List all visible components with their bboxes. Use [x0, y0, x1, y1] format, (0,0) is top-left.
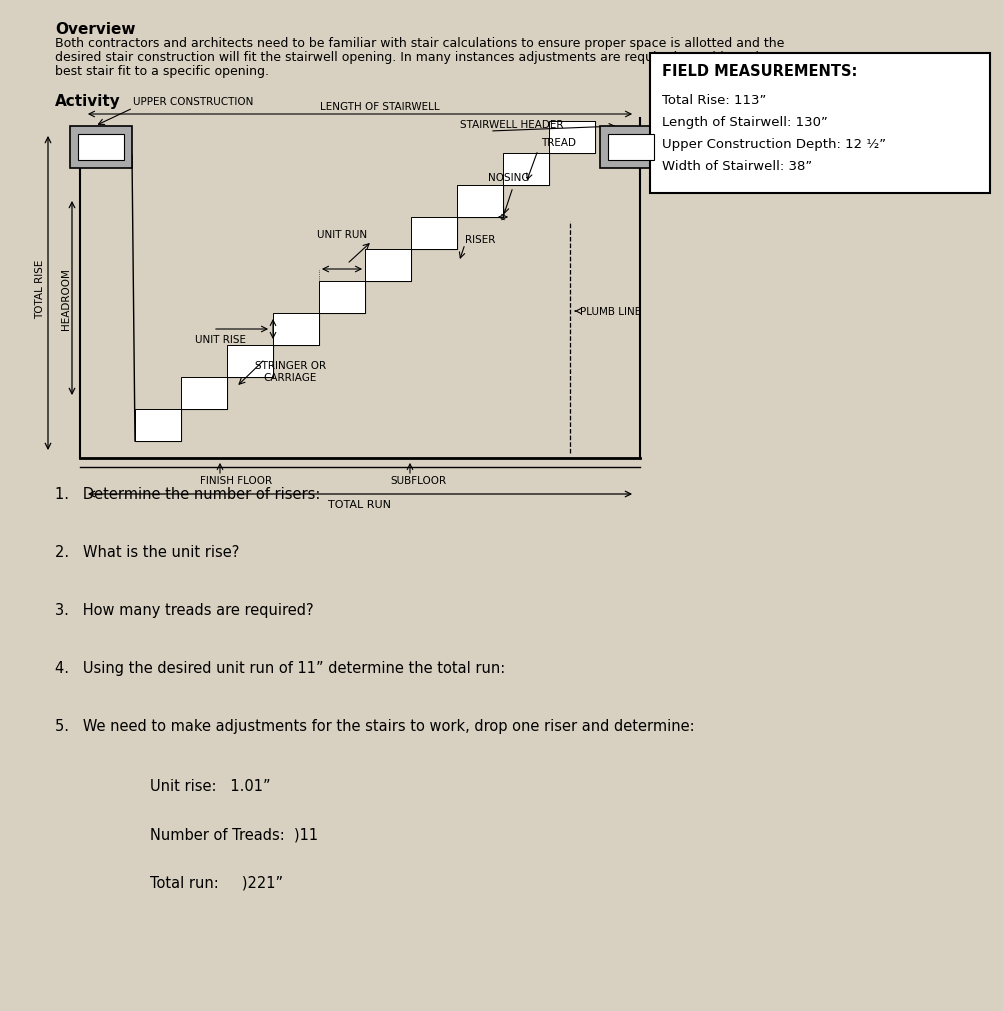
Text: Number of Treads:  )11: Number of Treads: )11	[149, 826, 318, 841]
Text: UNIT RUN: UNIT RUN	[317, 229, 367, 240]
Text: UPPER CONSTRUCTION: UPPER CONSTRUCTION	[132, 97, 253, 107]
FancyBboxPatch shape	[78, 134, 124, 161]
Text: RISER: RISER	[464, 235, 494, 245]
Text: Total run:     )221”: Total run: )221”	[149, 875, 283, 889]
Text: Width of Stairwell: 38”: Width of Stairwell: 38”	[661, 160, 811, 173]
Polygon shape	[503, 154, 549, 186]
Polygon shape	[365, 250, 410, 282]
Text: Both contractors and architects need to be familiar with stair calculations to e: Both contractors and architects need to …	[55, 37, 783, 50]
Text: Upper Construction Depth: 12 ½”: Upper Construction Depth: 12 ½”	[661, 137, 886, 151]
Text: FINISH FLOOR: FINISH FLOOR	[200, 475, 272, 485]
Text: Activity: Activity	[55, 94, 120, 109]
Text: 5.   We need to make adjustments for the stairs to work, drop one riser and dete: 5. We need to make adjustments for the s…	[55, 718, 694, 733]
Text: best stair fit to a specific opening.: best stair fit to a specific opening.	[55, 65, 269, 78]
Text: PLUMB LINE: PLUMB LINE	[580, 306, 641, 316]
FancyBboxPatch shape	[608, 134, 653, 161]
Text: TOTAL RISE: TOTAL RISE	[35, 259, 45, 318]
Text: 4.   Using the desired unit run of 11” determine the total run:: 4. Using the desired unit run of 11” det…	[55, 660, 505, 675]
Text: Total Rise: 113”: Total Rise: 113”	[661, 94, 765, 107]
Text: LENGTH OF STAIRWELL: LENGTH OF STAIRWELL	[320, 102, 439, 112]
FancyBboxPatch shape	[649, 54, 989, 194]
FancyBboxPatch shape	[70, 126, 131, 169]
Text: desired stair construction will fit the stairwell opening. In many instances adj: desired stair construction will fit the …	[55, 51, 770, 64]
Text: TREAD: TREAD	[541, 137, 576, 148]
Polygon shape	[273, 313, 319, 346]
Text: TOTAL RUN: TOTAL RUN	[328, 499, 391, 510]
Text: HEADROOM: HEADROOM	[61, 268, 71, 330]
Polygon shape	[410, 217, 456, 250]
Polygon shape	[456, 186, 503, 217]
Text: 3.   How many treads are required?: 3. How many treads are required?	[55, 603, 313, 618]
Polygon shape	[134, 122, 595, 442]
Text: UNIT RISE: UNIT RISE	[195, 335, 246, 345]
Text: FIELD MEASUREMENTS:: FIELD MEASUREMENTS:	[661, 64, 857, 79]
Polygon shape	[319, 282, 365, 313]
FancyBboxPatch shape	[600, 126, 661, 169]
Text: SUBFLOOR: SUBFLOOR	[389, 475, 445, 485]
Polygon shape	[227, 346, 273, 378]
Text: 1.   Determine the number of risers:: 1. Determine the number of risers:	[55, 486, 320, 501]
Polygon shape	[549, 122, 595, 154]
Text: Overview: Overview	[55, 22, 135, 37]
Text: STAIRWELL HEADER: STAIRWELL HEADER	[459, 120, 563, 129]
Text: NOSING: NOSING	[487, 173, 529, 183]
Polygon shape	[181, 378, 227, 409]
Text: 2.   What is the unit rise?: 2. What is the unit rise?	[55, 545, 239, 559]
Polygon shape	[134, 409, 181, 442]
Text: Length of Stairwell: 130”: Length of Stairwell: 130”	[661, 116, 827, 128]
Text: Unit rise:   1.01”: Unit rise: 1.01”	[149, 778, 271, 794]
Text: STRINGER OR
CARRIAGE: STRINGER OR CARRIAGE	[255, 361, 326, 382]
